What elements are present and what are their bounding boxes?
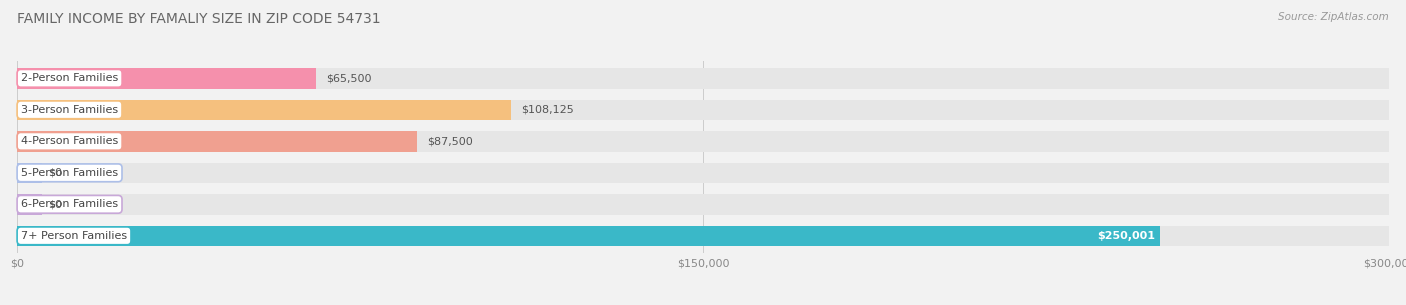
Bar xyxy=(17,100,1389,120)
Bar xyxy=(17,194,42,214)
Bar xyxy=(17,100,512,120)
Text: $250,001: $250,001 xyxy=(1097,231,1154,241)
Bar xyxy=(17,226,1160,246)
Bar xyxy=(17,163,42,183)
Bar xyxy=(17,226,1389,246)
Bar xyxy=(17,194,1389,214)
Text: $108,125: $108,125 xyxy=(522,105,574,115)
Bar xyxy=(17,68,1389,88)
Text: Source: ZipAtlas.com: Source: ZipAtlas.com xyxy=(1278,12,1389,22)
Text: 5-Person Families: 5-Person Families xyxy=(21,168,118,178)
Text: 2-Person Families: 2-Person Families xyxy=(21,73,118,83)
Bar xyxy=(17,131,418,152)
Text: $0: $0 xyxy=(48,199,62,209)
Text: $0: $0 xyxy=(48,168,62,178)
Text: 3-Person Families: 3-Person Families xyxy=(21,105,118,115)
Text: $65,500: $65,500 xyxy=(326,73,371,83)
Text: 4-Person Families: 4-Person Families xyxy=(21,136,118,146)
Text: 7+ Person Families: 7+ Person Families xyxy=(21,231,127,241)
Bar xyxy=(17,68,316,88)
Text: 6-Person Families: 6-Person Families xyxy=(21,199,118,209)
Text: FAMILY INCOME BY FAMALIY SIZE IN ZIP CODE 54731: FAMILY INCOME BY FAMALIY SIZE IN ZIP COD… xyxy=(17,12,381,26)
Bar xyxy=(17,131,1389,152)
Bar xyxy=(17,163,1389,183)
Text: $87,500: $87,500 xyxy=(426,136,472,146)
